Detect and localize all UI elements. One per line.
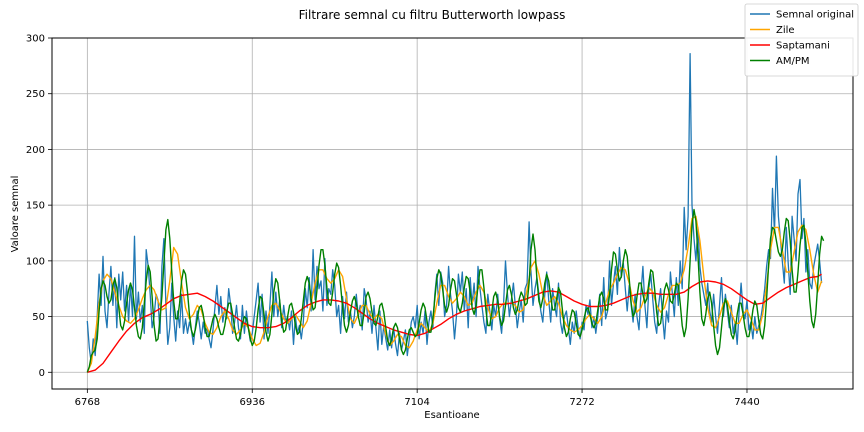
- y-tick-label: 100: [26, 256, 45, 267]
- y-axis-label: Valoare semnal: [10, 176, 21, 253]
- x-tick-label: 6768: [75, 397, 100, 408]
- x-tick-label: 7104: [404, 397, 429, 408]
- x-tick-label: 6936: [240, 397, 265, 408]
- x-tick-label: 7440: [734, 397, 759, 408]
- legend: Semnal original Zile Saptamani AM/PM: [744, 3, 859, 77]
- plot-frame: [51, 37, 854, 390]
- y-axis: 0 50 100 150 200 250 300: [26, 34, 52, 379]
- legend-label: Zile: [776, 25, 795, 36]
- y-tick-label: 200: [26, 145, 45, 156]
- chart-title: Filtrare semnal cu filtru Butterworth lo…: [299, 8, 566, 22]
- series-layer: [86, 52, 825, 373]
- x-axis: 6768 6936 7104 7272 7440: [75, 389, 760, 408]
- legend-label: Saptamani: [776, 41, 830, 52]
- y-tick-label: 300: [26, 34, 45, 45]
- legend-label: AM/PM: [776, 56, 810, 67]
- y-tick-label: 50: [32, 312, 45, 323]
- legend-box: [744, 3, 859, 77]
- y-tick-label: 150: [26, 201, 45, 212]
- y-tick-label: 0: [39, 368, 45, 379]
- x-axis-label: Esantioane: [424, 410, 479, 421]
- series-line-1: [86, 52, 823, 365]
- y-tick-label: 250: [26, 89, 45, 100]
- series-line-3: [87, 273, 822, 373]
- x-tick-label: 7272: [569, 397, 594, 408]
- legend-label: Semnal original: [776, 10, 854, 21]
- series-line-4: [86, 208, 825, 373]
